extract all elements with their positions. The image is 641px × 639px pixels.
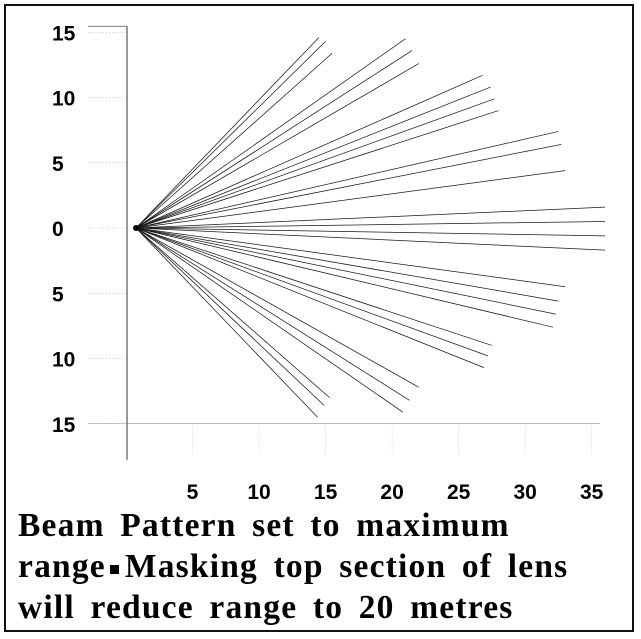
beam-line: [135, 227, 559, 302]
chart-frame: [4, 4, 634, 632]
beam-origin: [133, 225, 139, 231]
x-tick-label: 25: [447, 481, 471, 500]
y-tick-label: 10: [52, 88, 75, 111]
beam-line: [135, 52, 333, 229]
beam-line: [135, 227, 554, 328]
y-tick-label: 15: [52, 414, 76, 437]
beam-line: [135, 86, 491, 229]
y-tick-label: 0: [52, 218, 64, 241]
y-tick-label: 10: [52, 349, 75, 372]
caption-line-1: Beam Pattern set to maximum: [18, 507, 510, 544]
beam-line: [135, 227, 606, 251]
beam-line: [135, 227, 419, 388]
x-tick-label: 10: [247, 481, 270, 500]
beam-line: [135, 41, 326, 229]
x-tick-label: 5: [187, 481, 199, 500]
beam-line: [135, 206, 606, 229]
beam-line: [135, 227, 330, 398]
beam-line: [135, 170, 566, 229]
beam-line: [135, 227, 318, 418]
beam-line: [135, 227, 403, 413]
y-tick-label: 5: [52, 283, 64, 306]
y-tick-label: 5: [52, 153, 64, 176]
bullet-icon: [109, 564, 119, 574]
beam-line: [135, 227, 606, 237]
beam-line: [135, 144, 562, 229]
beam-line: [135, 131, 559, 229]
beam-line: [135, 50, 413, 229]
beam-line: [135, 74, 483, 229]
beam-lines: [133, 37, 606, 418]
beam-line: [135, 227, 325, 406]
beam-line: [135, 227, 556, 315]
beam-line: [135, 110, 499, 229]
chart-caption: Beam Pattern set to maximum range Masking…: [18, 505, 630, 628]
beam-line: [135, 63, 419, 229]
beam-line: [135, 98, 495, 229]
caption-line-2-start: range: [18, 548, 106, 585]
x-tick-label: 15: [314, 481, 338, 500]
beam-line: [135, 221, 606, 229]
caption-line-2: range Masking top section of lens: [18, 546, 630, 587]
caption-line-2-end: Masking top section of lens: [124, 548, 569, 585]
x-tick-label: 20: [380, 481, 403, 500]
beam-line: [135, 227, 566, 288]
caption-line-3: will reduce range to 20 metres: [18, 589, 514, 626]
beam-line: [135, 38, 406, 229]
beam-line: [135, 227, 489, 357]
beam-line: [135, 37, 320, 229]
x-tick-label: 35: [580, 481, 604, 500]
beam-line: [135, 227, 485, 368]
beam-line: [135, 227, 493, 346]
beam-pattern-chart: 15 10 5 0 5 10 15 5 10 15 20 25 30 35: [52, 22, 606, 500]
y-tick-label: 15: [52, 22, 76, 45]
x-tick-label: 30: [513, 481, 536, 500]
axes: [88, 25, 600, 460]
tick-labels: 15 10 5 0 5 10 15 5 10 15 20 25 30 35: [52, 22, 604, 500]
beam-line: [135, 227, 410, 401]
